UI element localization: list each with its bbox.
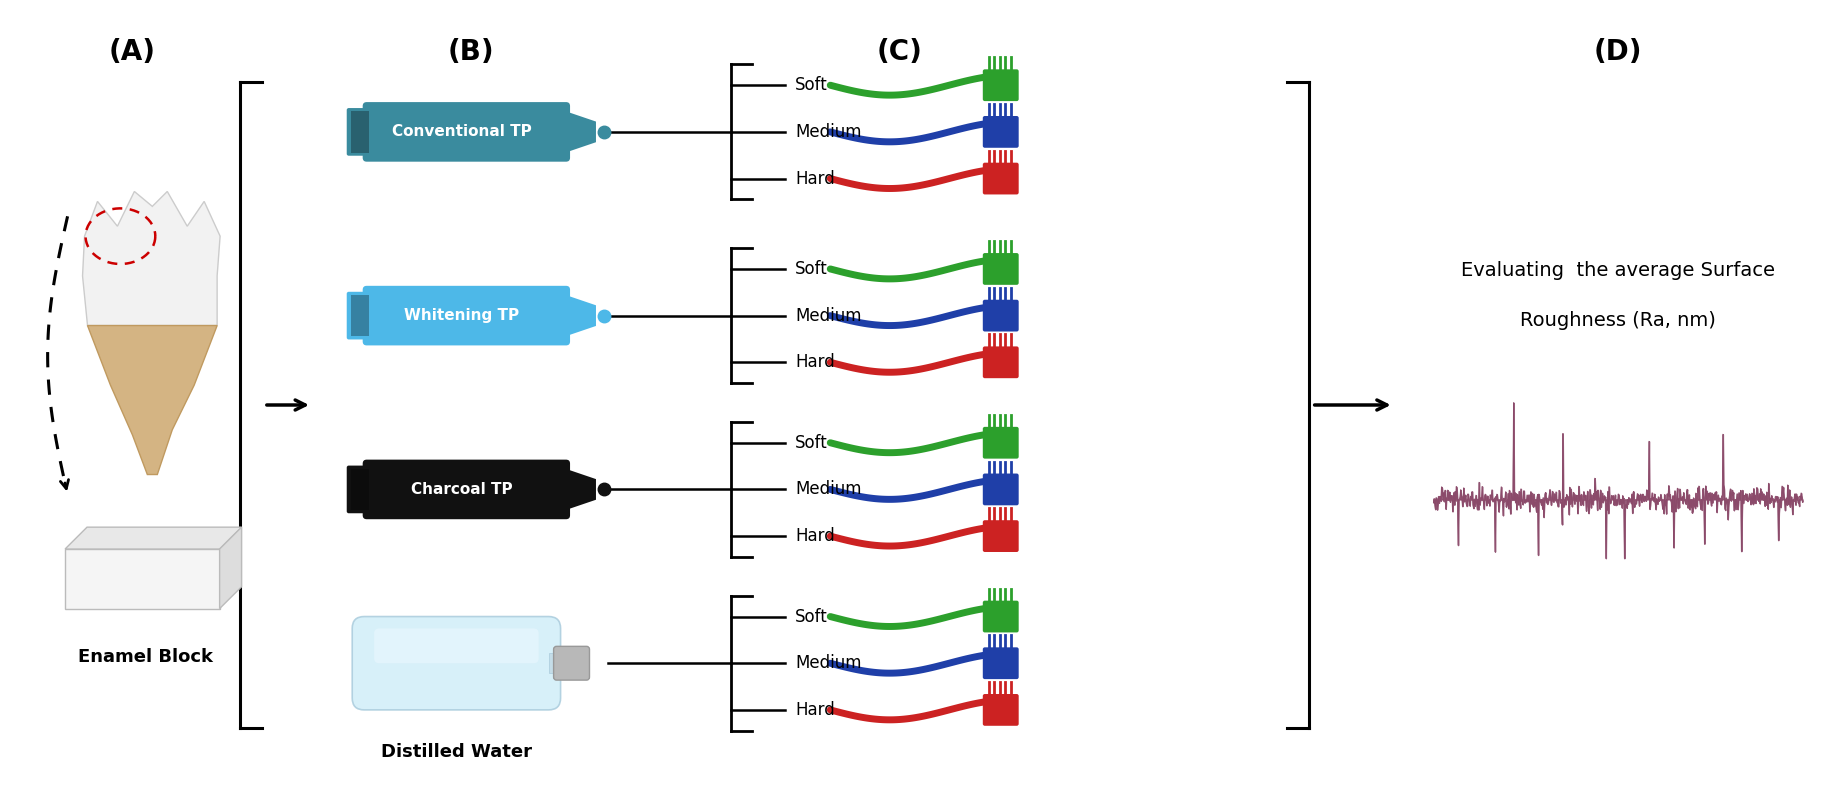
Text: Soft: Soft	[794, 260, 827, 278]
FancyBboxPatch shape	[983, 694, 1017, 726]
Text: Evaluating  the average Surface: Evaluating the average Surface	[1460, 261, 1773, 281]
FancyBboxPatch shape	[362, 460, 569, 519]
FancyBboxPatch shape	[983, 300, 1017, 332]
Polygon shape	[82, 191, 220, 325]
FancyBboxPatch shape	[362, 102, 569, 161]
FancyBboxPatch shape	[983, 427, 1017, 459]
Polygon shape	[88, 325, 218, 474]
Polygon shape	[351, 469, 368, 510]
Text: Soft: Soft	[794, 607, 827, 625]
Text: Charcoal TP: Charcoal TP	[410, 482, 512, 497]
Text: Hard: Hard	[794, 527, 834, 545]
Polygon shape	[562, 294, 595, 337]
FancyBboxPatch shape	[983, 474, 1017, 505]
Text: Whitening TP: Whitening TP	[404, 308, 518, 323]
FancyBboxPatch shape	[983, 601, 1017, 633]
Polygon shape	[562, 468, 595, 511]
FancyBboxPatch shape	[983, 116, 1017, 148]
Text: (C): (C)	[877, 37, 922, 66]
Polygon shape	[562, 110, 595, 154]
FancyBboxPatch shape	[549, 654, 558, 673]
FancyBboxPatch shape	[351, 616, 560, 710]
FancyBboxPatch shape	[983, 69, 1017, 101]
Text: Distilled Water: Distilled Water	[381, 743, 531, 761]
FancyBboxPatch shape	[983, 163, 1017, 195]
Text: Medium: Medium	[794, 307, 862, 324]
FancyBboxPatch shape	[346, 292, 368, 340]
Text: Hard: Hard	[794, 169, 834, 187]
Text: Medium: Medium	[794, 480, 862, 499]
Polygon shape	[66, 527, 242, 549]
Polygon shape	[220, 527, 242, 608]
Text: Roughness (Ra, nm): Roughness (Ra, nm)	[1519, 311, 1715, 330]
Text: Medium: Medium	[794, 654, 862, 672]
FancyBboxPatch shape	[983, 253, 1017, 285]
FancyBboxPatch shape	[346, 108, 368, 156]
Text: Enamel Block: Enamel Block	[77, 648, 212, 667]
Text: Medium: Medium	[794, 123, 862, 141]
Text: Soft: Soft	[794, 434, 827, 452]
FancyBboxPatch shape	[346, 466, 368, 513]
Text: (D): (D)	[1592, 37, 1642, 66]
Text: Soft: Soft	[794, 76, 827, 94]
Text: Conventional TP: Conventional TP	[392, 124, 531, 139]
FancyBboxPatch shape	[983, 647, 1017, 679]
Polygon shape	[351, 111, 368, 152]
FancyBboxPatch shape	[983, 346, 1017, 378]
FancyBboxPatch shape	[66, 549, 220, 608]
Polygon shape	[351, 294, 368, 337]
FancyBboxPatch shape	[373, 629, 538, 663]
FancyBboxPatch shape	[983, 520, 1017, 552]
Text: (A): (A)	[108, 37, 156, 66]
Text: Hard: Hard	[794, 354, 834, 371]
FancyBboxPatch shape	[553, 646, 589, 680]
Text: Hard: Hard	[794, 701, 834, 719]
FancyBboxPatch shape	[362, 285, 569, 345]
Text: (B): (B)	[448, 37, 494, 66]
